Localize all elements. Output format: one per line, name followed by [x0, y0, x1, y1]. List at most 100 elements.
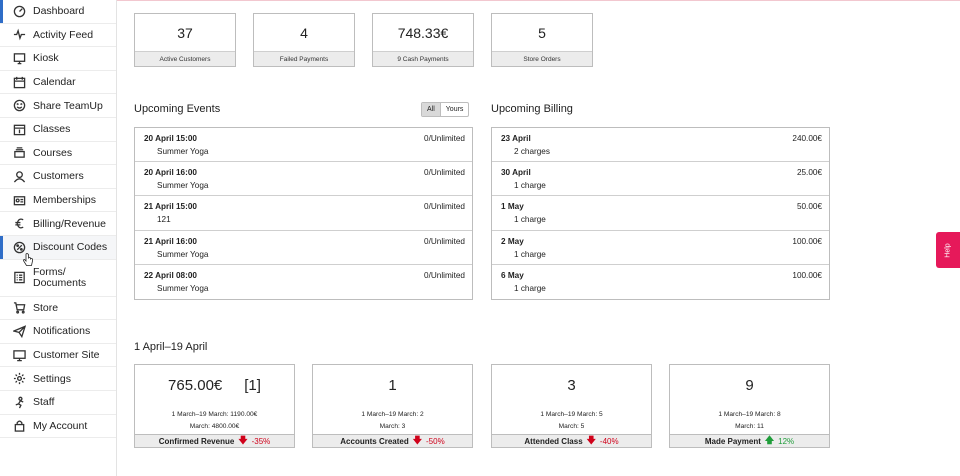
sidebar-item-kiosk[interactable]: Kiosk [0, 47, 116, 71]
help-tab[interactable]: Help [936, 232, 960, 268]
event-capacity: 0/Unlimited [424, 270, 465, 280]
sidebar-item-label: Discount Codes [33, 241, 108, 254]
card-footer: Confirmed Revenue 🡇 -35% [135, 434, 294, 447]
sidebar-item-label: Settings [33, 372, 71, 385]
event-name: Summer Yoga [157, 283, 209, 293]
dashboard-icon [12, 4, 26, 18]
card-compare-range: 1 March–19 March: 5 [540, 411, 603, 418]
sidebar-item-customer-site[interactable]: Customer Site [0, 344, 116, 368]
stat-active-customers[interactable]: 37 Active Customers [134, 13, 236, 67]
sidebar-item-label: Customers [33, 170, 84, 183]
card-value-line: 765.00€ [1] [135, 377, 294, 394]
event-row[interactable]: 22 April 08:00 Summer Yoga 0/Unlimited [135, 265, 472, 299]
sidebar-item-store[interactable]: Store [0, 297, 116, 321]
card-compare-month: March: 11 [735, 423, 764, 430]
gear-icon [12, 372, 26, 386]
billing-charges: 1 charge [514, 249, 546, 259]
sidebar-item-label: Billing/Revenue [33, 217, 106, 230]
sidebar-item-billing-revenue[interactable]: Billing/Revenue [0, 212, 116, 236]
card-value: 9 [745, 377, 754, 394]
event-date: 20 April 15:00 [144, 134, 197, 143]
sidebar-item-label: Customer Site [33, 349, 100, 362]
sidebar-item-label: Notifications [33, 325, 91, 338]
sidebar-item-label: My Account [33, 419, 88, 432]
card-compare-range: 1 March–19 March: 8 [718, 411, 781, 418]
event-row[interactable]: 20 April 16:00 Summer Yoga 0/Unlimited [135, 162, 472, 197]
events-filter-toggle: All Yours [421, 102, 470, 117]
sidebar-item-classes[interactable]: Classes [0, 118, 116, 142]
billing-charges: 1 charge [514, 283, 546, 293]
card-confirmed-revenue[interactable]: 765.00€ [1] 1 March–19 March: 1190.00€ Ma… [134, 364, 295, 448]
card-label: Confirmed Revenue [158, 436, 235, 446]
sidebar-item-memberships[interactable]: Memberships [0, 189, 116, 213]
event-date: 22 April 08:00 [144, 270, 197, 280]
sidebar-item-notifications[interactable]: Notifications [0, 320, 116, 344]
billing-amount: 100.00€ [792, 270, 822, 280]
event-row[interactable]: 21 April 15:00 121 0/Unlimited [135, 196, 472, 231]
card-compare-month: March: 3 [379, 423, 406, 430]
membership-card-icon [12, 193, 26, 207]
card-accounts-created[interactable]: 1 1 March–19 March: 2 March: 3 Accounts … [312, 364, 473, 448]
event-name: Summer Yoga [157, 181, 209, 191]
card-footer: Attended Class 🡇 -40% [492, 434, 651, 447]
stat-value: 4 [300, 24, 308, 41]
calendar-icon [12, 75, 26, 89]
top-accent-line [117, 0, 960, 1]
sidebar-item-activity-feed[interactable]: Activity Feed [0, 24, 116, 48]
sidebar-item-label: Activity Feed [33, 28, 94, 41]
billing-row[interactable]: 23 April 2 charges 240.00€ [492, 128, 829, 163]
card-label: Made Payment [704, 436, 761, 446]
sidebar-item-my-account[interactable]: My Account [0, 415, 116, 439]
billing-row[interactable]: 2 May 1 charge 100.00€ [492, 231, 829, 265]
card-compare-month: March: 5 [558, 423, 585, 430]
sidebar-item-staff[interactable]: Staff [0, 391, 116, 415]
event-capacity: 0/Unlimited [424, 134, 465, 143]
card-label: Accounts Created [340, 436, 409, 446]
sidebar-item-label: Classes [33, 123, 71, 136]
pulse-icon [12, 28, 26, 42]
event-row[interactable]: 21 April 16:00 Summer Yoga 0/Unlimited [135, 231, 472, 265]
sidebar-item-share-teamup[interactable]: Share TeamUp [0, 94, 116, 118]
sidebar-item-label: Dashboard [33, 5, 85, 18]
hand-cursor-icon [23, 253, 33, 266]
filter-all-button[interactable]: All [422, 103, 441, 116]
card-compare-range: 1 March–19 March: 1190.00€ [171, 411, 258, 418]
sidebar-item-dashboard[interactable]: Dashboard [0, 0, 116, 24]
sidebar-item-label: Courses [33, 146, 73, 159]
stack-icon [12, 146, 26, 160]
sidebar-item-forms-documents[interactable]: Forms/ Documents [0, 260, 116, 297]
card-made-payment[interactable]: 9 1 March–19 March: 8 March: 11 Made Pay… [669, 364, 830, 448]
card-label: Attended Class [524, 436, 583, 446]
stat-value: 748.33€ [397, 24, 449, 41]
sidebar-item-customers[interactable]: Customers [0, 165, 116, 189]
billing-date: 6 May [501, 270, 524, 280]
billing-amount: 50.00€ [796, 202, 822, 212]
stat-value: 5 [538, 24, 546, 41]
stat-label: Failed Payments [254, 51, 354, 66]
event-row[interactable]: 20 April 15:00 Summer Yoga 0/Unlimited [135, 128, 472, 163]
sidebar-item-label: Calendar [33, 76, 76, 89]
forms-icon [12, 271, 26, 285]
billing-row[interactable]: 1 May 1 charge 50.00€ [492, 196, 829, 231]
arrow-down-icon: 🡇 [586, 435, 596, 445]
staff-icon [12, 395, 26, 409]
billing-amount: 25.00€ [796, 168, 822, 178]
stat-cash-payments[interactable]: 748.33€ 9 Cash Payments [372, 13, 474, 67]
stat-failed-payments[interactable]: 4 Failed Payments [253, 13, 355, 67]
sidebar-item-discount-codes[interactable]: Discount Codes [0, 235, 116, 260]
stat-store-orders[interactable]: 5 Store Orders [491, 13, 593, 67]
sidebar-item-settings[interactable]: Settings [0, 367, 116, 391]
customers-icon [12, 169, 26, 183]
sidebar-item-label: Staff [33, 396, 55, 409]
card-attended-class[interactable]: 3 1 March–19 March: 5 March: 5 Attended … [491, 364, 652, 448]
upcoming-events-list: 20 April 15:00 Summer Yoga 0/Unlimited 2… [134, 127, 473, 300]
paper-plane-icon [12, 324, 26, 338]
filter-yours-button[interactable]: Yours [445, 106, 464, 113]
billing-row[interactable]: 30 April 1 charge 25.00€ [492, 162, 829, 197]
billing-row[interactable]: 6 May 1 charge 100.00€ [492, 265, 829, 299]
sidebar-item-calendar[interactable]: Calendar [0, 71, 116, 95]
event-name: Summer Yoga [157, 147, 209, 156]
event-date: 20 April 16:00 [144, 168, 197, 178]
arrow-up-icon: 🡅 [764, 435, 775, 445]
sidebar-item-courses[interactable]: Courses [0, 142, 116, 166]
